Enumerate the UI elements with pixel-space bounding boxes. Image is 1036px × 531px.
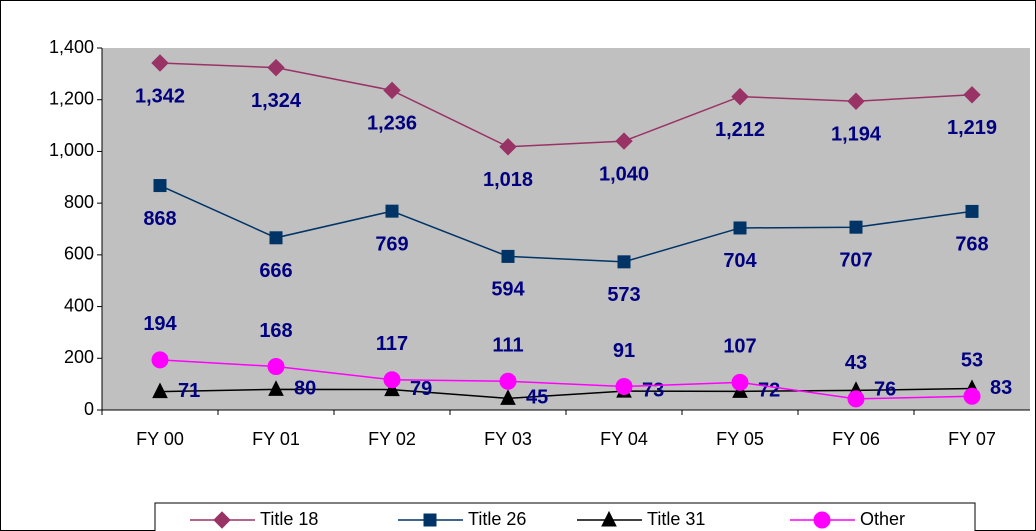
- data-label: 1,212: [715, 119, 765, 141]
- y-tick-label: 1,400: [49, 37, 94, 57]
- data-point: [847, 390, 865, 408]
- data-label: 53: [961, 350, 983, 372]
- data-label: 80: [294, 378, 316, 400]
- data-label: 1,324: [251, 90, 302, 112]
- data-point: [499, 372, 517, 390]
- data-label: 73: [642, 379, 664, 401]
- y-tick-label: 600: [64, 244, 94, 264]
- data-label: 666: [259, 260, 292, 282]
- data-point: [153, 179, 167, 193]
- data-point: [152, 382, 168, 399]
- data-label: 111: [492, 335, 523, 357]
- data-point: [269, 231, 283, 245]
- data-point: [151, 54, 169, 72]
- y-tick-label: 400: [64, 295, 94, 315]
- data-point: [267, 58, 285, 77]
- y-tick-label: 200: [64, 347, 94, 367]
- y-tick-label: 800: [64, 192, 94, 212]
- data-label: 707: [839, 249, 872, 271]
- legend-label: Title 31: [647, 509, 705, 529]
- data-point: [383, 81, 401, 100]
- data-point: [615, 132, 633, 150]
- data-point: [499, 138, 517, 156]
- data-label: 768: [955, 234, 988, 256]
- x-tick-label: FY 04: [600, 429, 648, 449]
- data-point: [151, 351, 169, 369]
- legend-box: [154, 502, 976, 531]
- data-point: [268, 380, 284, 396]
- legend-marker: [813, 511, 831, 529]
- legend-marker: [213, 511, 231, 529]
- data-point: [847, 92, 865, 110]
- data-label: 79: [410, 378, 432, 400]
- data-label: 72: [758, 380, 780, 402]
- data-label: 1,342: [135, 85, 185, 107]
- data-point: [615, 377, 633, 395]
- data-label: 45: [526, 387, 548, 409]
- y-tick-label: 0: [84, 399, 94, 419]
- data-label: 1,194: [831, 124, 882, 146]
- data-point: [963, 387, 981, 405]
- x-tick-label: FY 02: [368, 429, 416, 449]
- y-tick-label: 1,200: [49, 88, 94, 108]
- data-label: 107: [723, 336, 756, 358]
- series-line: [159, 184, 973, 263]
- data-label: 573: [607, 284, 640, 306]
- data-point: [849, 220, 863, 234]
- x-tick-label: FY 01: [252, 429, 300, 449]
- legend-label: Other: [860, 509, 905, 529]
- data-label: 194: [143, 313, 177, 335]
- legend-marker: [601, 510, 617, 527]
- data-label: 1,236: [367, 113, 417, 135]
- data-point: [384, 380, 400, 397]
- x-tick-label: FY 00: [136, 429, 184, 449]
- data-label: 769: [375, 233, 408, 255]
- series-line: [159, 387, 973, 400]
- data-point: [733, 221, 747, 235]
- data-label: 1,040: [599, 163, 649, 185]
- series-line: [159, 359, 973, 400]
- data-point: [963, 86, 981, 104]
- data-label: 43: [845, 352, 867, 374]
- legend-marker: [423, 513, 437, 527]
- x-tick-label: FY 07: [948, 429, 996, 449]
- data-point: [501, 249, 515, 263]
- data-label: 91: [613, 340, 635, 362]
- data-point: [965, 204, 979, 218]
- series-line: [159, 62, 973, 148]
- data-point: [385, 204, 399, 218]
- plot-area: [102, 48, 1030, 410]
- x-tick-label: FY 05: [716, 429, 764, 449]
- data-point: [731, 87, 749, 106]
- data-label: 594: [491, 279, 525, 301]
- data-label: 83: [990, 377, 1012, 399]
- x-tick-label: FY 03: [484, 429, 532, 449]
- data-label: 1,018: [483, 169, 533, 191]
- data-label: 1,219: [947, 117, 997, 139]
- legend-label: Title 18: [260, 509, 318, 529]
- data-point: [267, 358, 285, 376]
- x-tick-label: FY 06: [832, 429, 880, 449]
- data-label: 868: [143, 208, 176, 230]
- data-label: 71: [178, 380, 200, 402]
- data-label: 76: [874, 379, 896, 401]
- data-point: [617, 255, 631, 269]
- legend-label: Title 26: [468, 509, 526, 529]
- data-label: 704: [723, 250, 757, 272]
- data-label: 168: [259, 320, 292, 342]
- data-point: [500, 389, 516, 405]
- data-label: 117: [376, 333, 408, 355]
- data-point: [731, 373, 749, 391]
- data-point: [383, 371, 401, 389]
- y-tick-label: 1,000: [49, 140, 94, 160]
